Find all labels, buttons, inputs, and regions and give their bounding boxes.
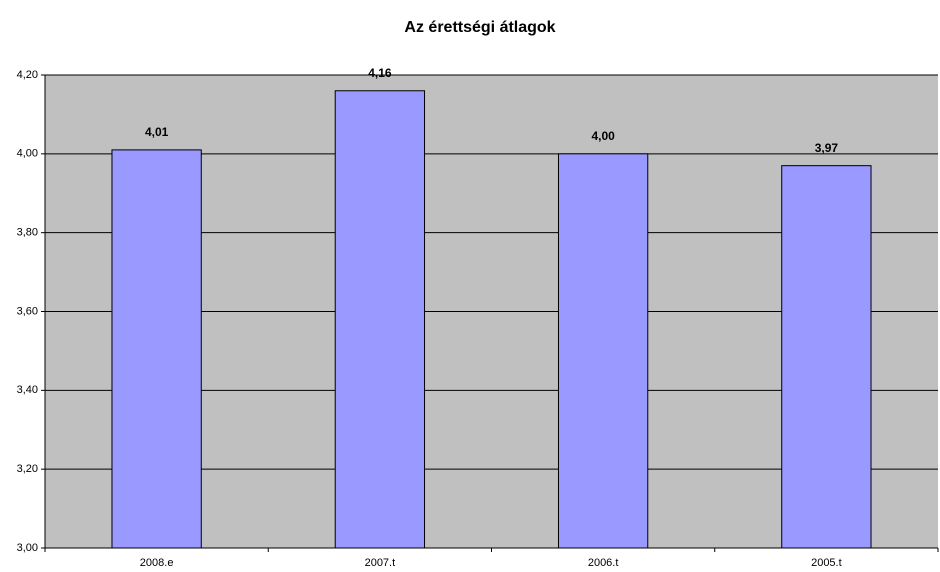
y-tick-label: 3,80: [17, 227, 38, 239]
x-tick-label: 2005.t: [811, 557, 842, 569]
y-tick-label: 4,20: [17, 69, 38, 81]
value-label: 4,01: [145, 125, 169, 139]
y-tick-label: 3,60: [17, 305, 38, 317]
bar: [111, 149, 202, 549]
y-tick-label: 3,00: [17, 542, 38, 554]
bar: [781, 165, 872, 549]
y-tick-label: 3,40: [17, 384, 38, 396]
bar: [557, 153, 649, 549]
y-tick-label: 4,00: [17, 148, 38, 160]
value-label: 4,16: [368, 66, 392, 80]
y-tick-label: 3,20: [17, 463, 38, 475]
bar: [334, 90, 426, 549]
x-tick-label: 2008.e: [140, 557, 174, 569]
x-tick-label: 2007.t: [365, 557, 396, 569]
value-label: 3,97: [815, 141, 839, 155]
x-tick-label: 2006.t: [588, 557, 619, 569]
value-label: 4,00: [591, 129, 615, 143]
chart-title: Az érettségi átlagok: [404, 19, 555, 36]
